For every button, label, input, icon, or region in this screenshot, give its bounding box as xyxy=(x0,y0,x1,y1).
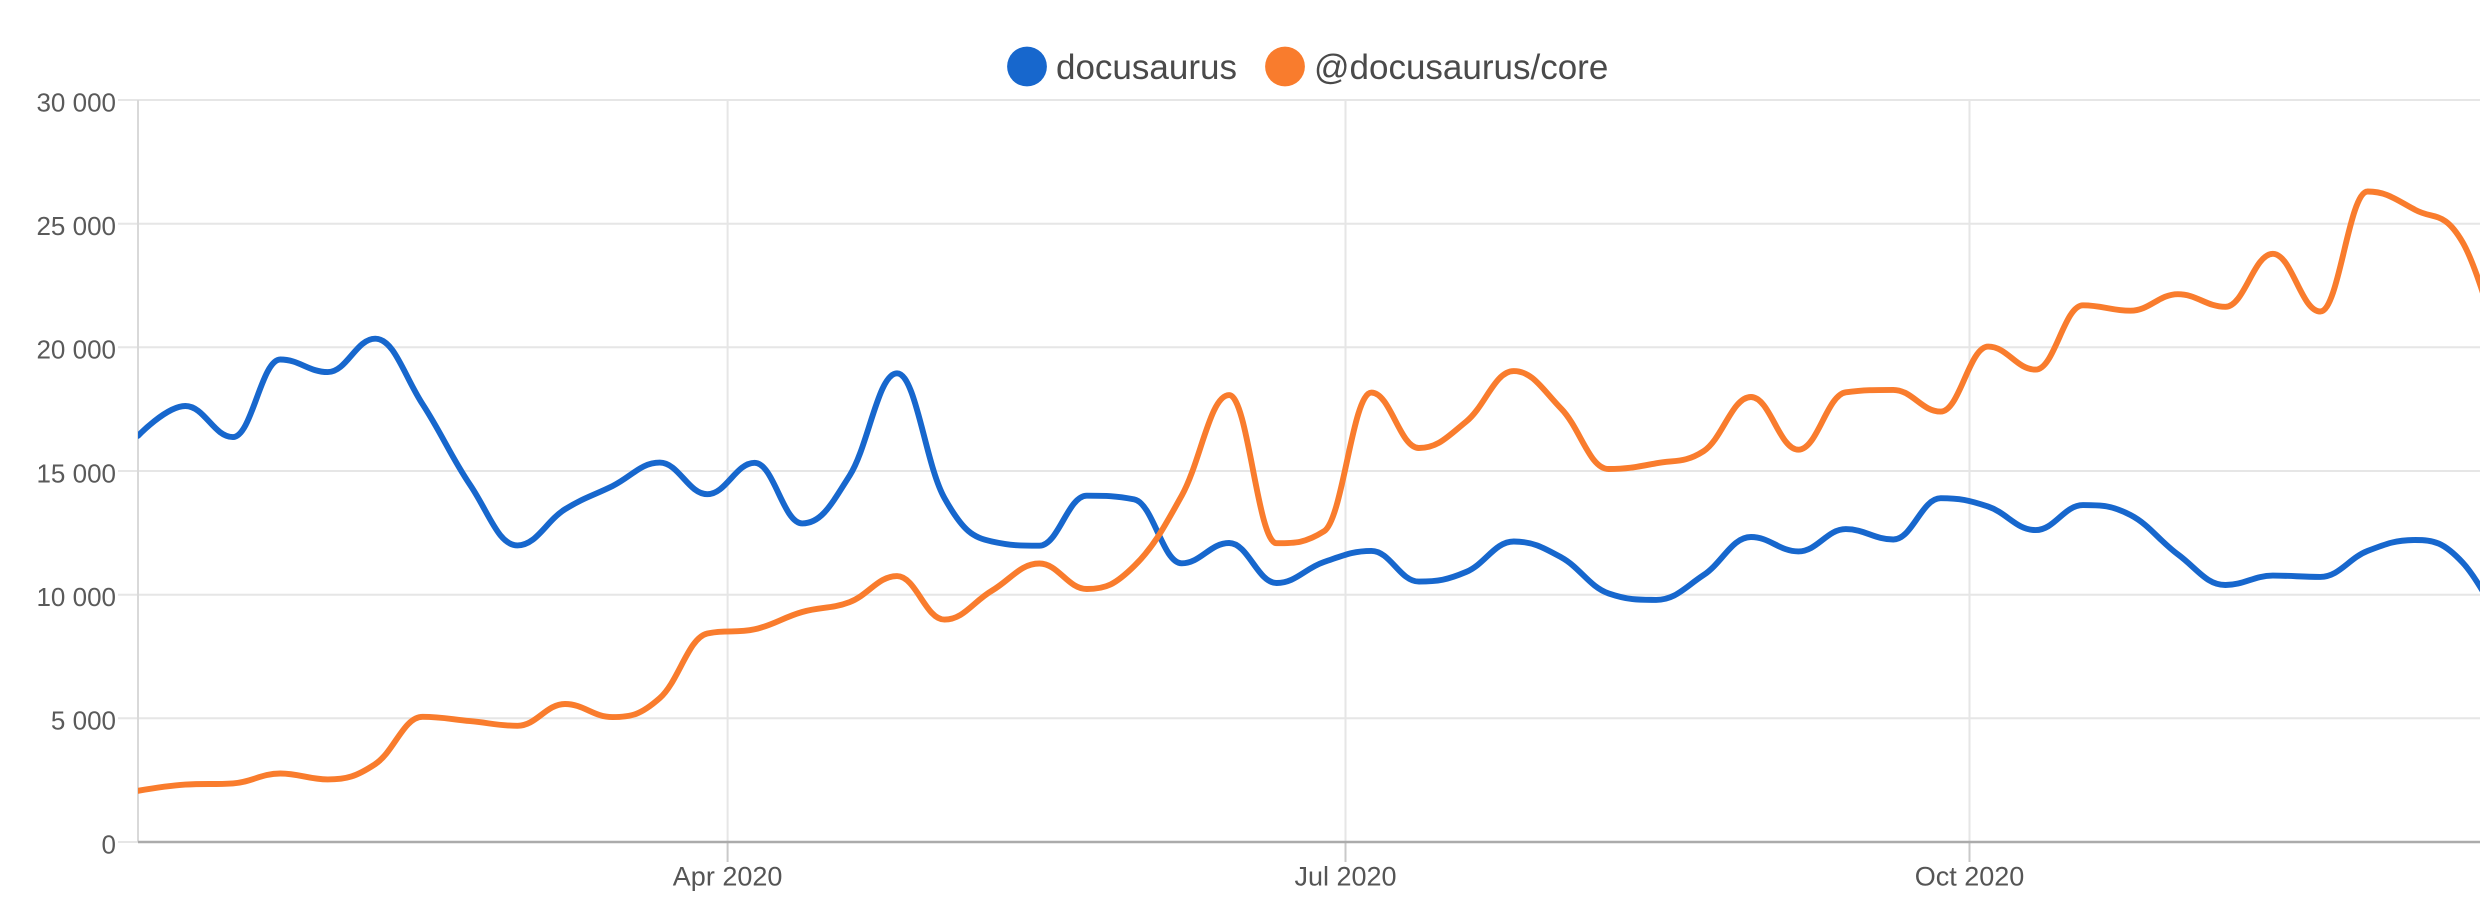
svg-text:25 000: 25 000 xyxy=(36,211,116,241)
svg-text:@docusaurus/core: @docusaurus/core xyxy=(1314,48,1608,87)
svg-text:Oct 2020: Oct 2020 xyxy=(1915,862,2025,892)
svg-text:docusaurus: docusaurus xyxy=(1056,48,1237,87)
svg-text:10 000: 10 000 xyxy=(36,582,116,612)
svg-text:0: 0 xyxy=(102,829,116,859)
svg-text:15 000: 15 000 xyxy=(36,458,116,488)
svg-text:30 000: 30 000 xyxy=(36,87,116,117)
svg-text:Apr 2020: Apr 2020 xyxy=(673,862,783,892)
svg-text:5 000: 5 000 xyxy=(51,706,116,736)
svg-text:20 000: 20 000 xyxy=(36,335,116,365)
svg-text:Jul 2020: Jul 2020 xyxy=(1294,862,1396,892)
